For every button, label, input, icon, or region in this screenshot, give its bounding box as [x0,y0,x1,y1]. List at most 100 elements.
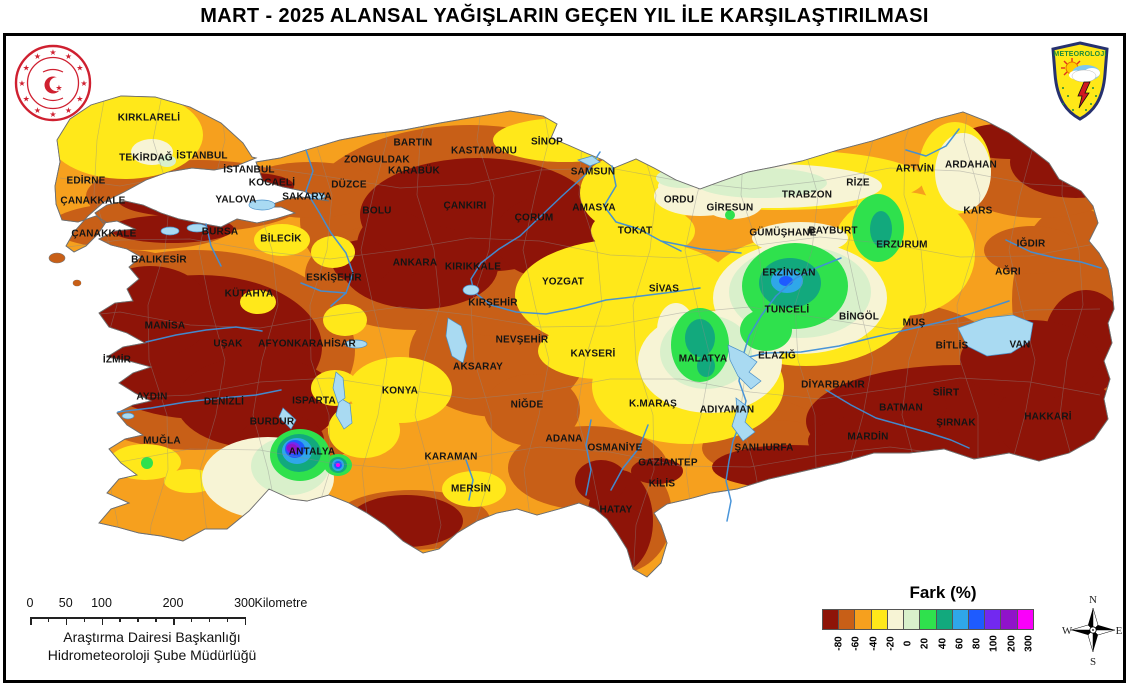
scale-number: 50 [58,596,73,610]
province-label: KÜTAHYA [225,287,274,300]
province-label: BURDUR [250,417,295,428]
province-label: GÜMÜŞHANE [749,226,816,239]
province-borders [59,96,1101,577]
province-label: KARAMAN [424,452,477,463]
legend-swatches [822,609,1046,630]
compass-east-label: E [1116,625,1123,637]
province-label: AMASYA [572,203,616,214]
province-label: BAYBURT [808,226,857,237]
province-label: BİNGÖL [839,310,879,323]
province-label: BİTLİS [936,339,969,352]
scale-tick [208,617,211,622]
province-label: SİNOP [531,135,563,148]
scale-tick [190,617,193,622]
svg-text:★: ★ [65,106,72,115]
svg-text:★: ★ [55,84,62,93]
svg-text:★: ★ [23,64,30,73]
province-label: UŞAK [213,339,243,350]
legend-tick-label: -40 [868,636,880,651]
province-label: İSTANBUL [176,149,227,162]
svg-text:★: ★ [49,48,56,57]
province-label: YOZGAT [542,277,584,288]
province-label: ADANA [545,434,582,445]
province-label: AYDIN [136,392,167,403]
scale-tick [155,617,157,622]
svg-text:★: ★ [65,52,72,61]
province-label: ELAZIĞ [758,349,796,362]
province-label: HAKKARİ [1024,410,1072,423]
province-label: BURSA [202,227,239,238]
attribution-line-2: Hidrometeoroloji Şube Müdürlüğü [47,647,257,663]
province-label: DİYARBAKIR [801,378,865,391]
legend-tick-label: 300 [1023,635,1035,652]
province-label: KAYSERİ [571,347,616,360]
province-label: AKSARAY [453,362,503,373]
province-label: TUNCELİ [765,303,810,316]
province-label: KIRŞEHİR [468,296,518,309]
province-label: GAZİANTEP [638,456,698,469]
legend-swatch [919,609,937,630]
province-label: BATMAN [879,403,923,414]
legend-swatch [822,609,840,630]
province-label: VAN [1010,340,1031,351]
province-label: ÇANKIRI [443,201,486,212]
lakes [121,155,1034,442]
scale-tick [47,617,50,622]
coastline [54,95,1115,578]
legend-tick-label: 60 [954,637,966,650]
scale-tick [244,617,246,625]
province-label: DÜZCE [331,178,367,191]
province-label: KOCAELİ [249,176,295,189]
province-label: ŞANLIURFA [734,443,793,454]
legend: Fark (%) -80 -60 -40 -20 0 20 40 60 80 100 200 300 [818,583,1068,658]
province-label: ZONGULDAK [344,155,410,166]
legend-tick-label: -20 [885,636,897,651]
scale-number: 0 [26,596,34,610]
province-label: SİVAS [649,282,679,295]
province-label: KİLİS [649,477,676,490]
province-label: İSTANBUL [223,163,274,176]
svg-text:★: ★ [76,64,83,73]
province-label: DENİZLİ [204,395,244,408]
province-label: ÇORUM [515,213,554,224]
legend-swatch [838,609,856,630]
province-label: MERSİN [451,482,491,495]
province-label: MARDİN [847,430,888,443]
province-label: SAKARYA [282,192,332,203]
svg-text:★: ★ [23,95,30,104]
scale-tick [226,617,229,622]
legend-tick-label: -80 [833,636,845,651]
province-label: KASTAMONU [451,146,517,157]
province-label: K.MARAŞ [629,399,677,410]
legend-title: Fark (%) [909,583,977,602]
scale-tick [30,617,32,625]
legend-tick-label: 100 [988,635,1000,652]
attribution-line-1: Araştırma Dairesi Başkanlığı [63,629,241,645]
scale-unit-label: Kilometre [254,596,308,610]
compass-star [1070,607,1116,653]
scale-tick [119,617,121,622]
page-title: MART - 2025 ALANSAL YAĞIŞLARIN GEÇEN YIL… [0,0,1129,32]
province-label: BİLECİK [260,232,302,245]
province-label: ADIYAMAN [700,405,755,416]
legend-swatch [854,609,872,630]
legend-swatch [1000,609,1018,630]
scale-tick [83,617,86,622]
province-label: KIRKLARELİ [118,111,181,124]
province-label: BOLU [362,206,391,217]
legend-tick-label: -60 [850,636,862,651]
province-label: TEKİRDAĞ [119,151,173,164]
province-label: SAMSUN [571,167,616,178]
province-label: ŞIRNAK [936,418,976,429]
province-label: KARABÜK [388,164,441,177]
province-label: YALOVA [215,195,256,206]
compass-south-label: S [1090,656,1096,667]
legend-swatch [903,609,921,630]
compass-north-label: N [1089,594,1097,606]
scale-tick [101,617,103,625]
province-label: HATAY [599,505,632,516]
legend-tick-label: 0 [902,640,914,647]
province-label: RİZE [846,176,870,189]
svg-text:★: ★ [34,52,41,61]
